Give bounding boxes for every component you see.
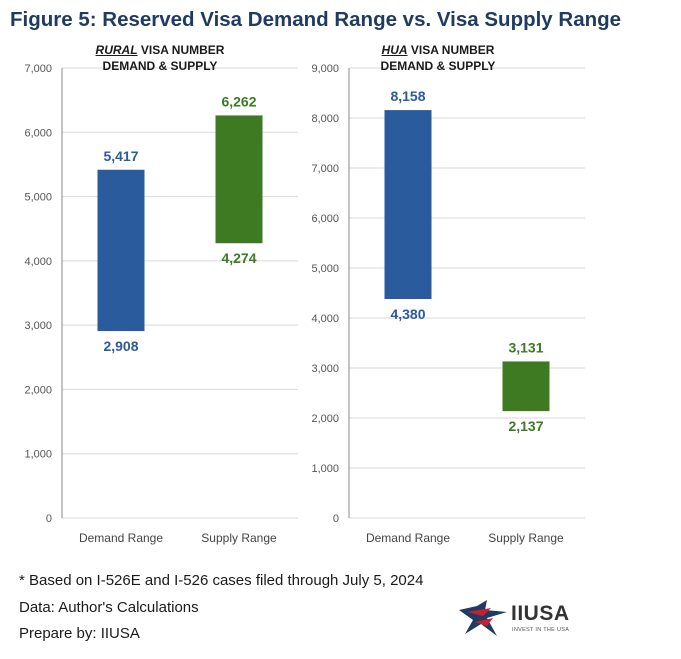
rural-data-label-low: 4,274 [221,250,256,266]
star-flag-icon [459,600,507,636]
hua-ytick-label: 6,000 [311,213,339,225]
rural-chart: RURAL VISA NUMBER DEMAND & SUPPLY 0 1,000… [0,40,310,555]
hua-category-label: Supply Range [488,531,564,545]
hua-chart-title: HUA VISA NUMBER DEMAND & SUPPLY [358,42,518,74]
rural-ytick-label: 0 [46,513,52,525]
hua-ytick-label: 3,000 [311,363,339,375]
rural-ytick-label: 3,000 [24,320,52,332]
hua-data-label-high: 8,158 [390,88,425,104]
rural-data-label-high: 6,262 [221,93,256,109]
rural-data-label-high: 5,417 [103,148,138,164]
hua-data-label-high: 3,131 [508,339,543,355]
rural-ytick-label: 1,000 [24,449,52,461]
rural-data-label-low: 2,908 [103,338,138,354]
rural-ytick-label: 4,000 [24,256,52,268]
hua-bar-supply-range [502,361,550,412]
prepared-by: Prepare by: IIUSA [19,625,140,642]
rural-ytick-label: 5,000 [24,192,52,204]
hua-chart: HUA VISA NUMBER DEMAND & SUPPLY 0 1,000 2,… [300,40,600,555]
hua-ytick-label: 2,000 [311,413,339,425]
hua-data-label-low: 2,137 [508,418,543,434]
iiusa-logo: IIUSA INVEST IN THE USA [457,598,607,638]
rural-ytick-label: 2,000 [24,384,52,396]
hua-ytick-label: 1,000 [311,463,339,475]
rural-category-label: Supply Range [201,531,277,545]
hua-ytick-label: 8,000 [311,113,339,125]
rural-title-rest: VISA NUMBER [137,43,225,57]
rural-ytick-label: 6,000 [24,127,52,139]
rural-category-label: Demand Range [79,531,163,545]
data-source: Data: Author's Calculations [19,599,199,616]
hua-bar-demand-range [384,110,432,299]
rural-title-lead: RURAL [95,43,138,57]
hua-category-label: Demand Range [366,531,450,545]
rural-title-line2: DEMAND & SUPPLY [102,59,218,73]
hua-ytick-label: 4,000 [311,313,339,325]
rural-chart-title: RURAL VISA NUMBER DEMAND & SUPPLY [80,42,240,74]
hua-ytick-label: 0 [333,513,339,525]
logo-tagline: INVEST IN THE USA [512,627,570,633]
logo-text: IIUSA [511,602,570,625]
footnote: * Based on I-526E and I-526 cases filed … [19,572,424,589]
hua-title-lead: HUA [381,43,408,57]
rural-bar-supply-range [215,115,263,244]
hua-ytick-label: 7,000 [311,163,339,175]
rural-bar-demand-range [97,169,145,332]
rural-chart-svg: 0 1,000 2,000 3,000 4,000 5,000 6,000 7,000 Dema… [24,63,298,545]
hua-title-rest: VISA NUMBER [407,43,495,57]
hua-ytick-label: 5,000 [311,263,339,275]
hua-data-label-low: 4,380 [390,306,425,322]
hua-title-line2: DEMAND & SUPPLY [380,59,496,73]
hua-ytick-label: 9,000 [311,63,339,75]
figure-title: Figure 5: Reserved Visa Demand Range vs.… [10,8,622,31]
rural-ytick-label: 7,000 [24,63,52,75]
hua-chart-svg: 0 1,000 2,000 3,000 4,000 5,000 6,000 7,000 8,00… [311,63,585,545]
